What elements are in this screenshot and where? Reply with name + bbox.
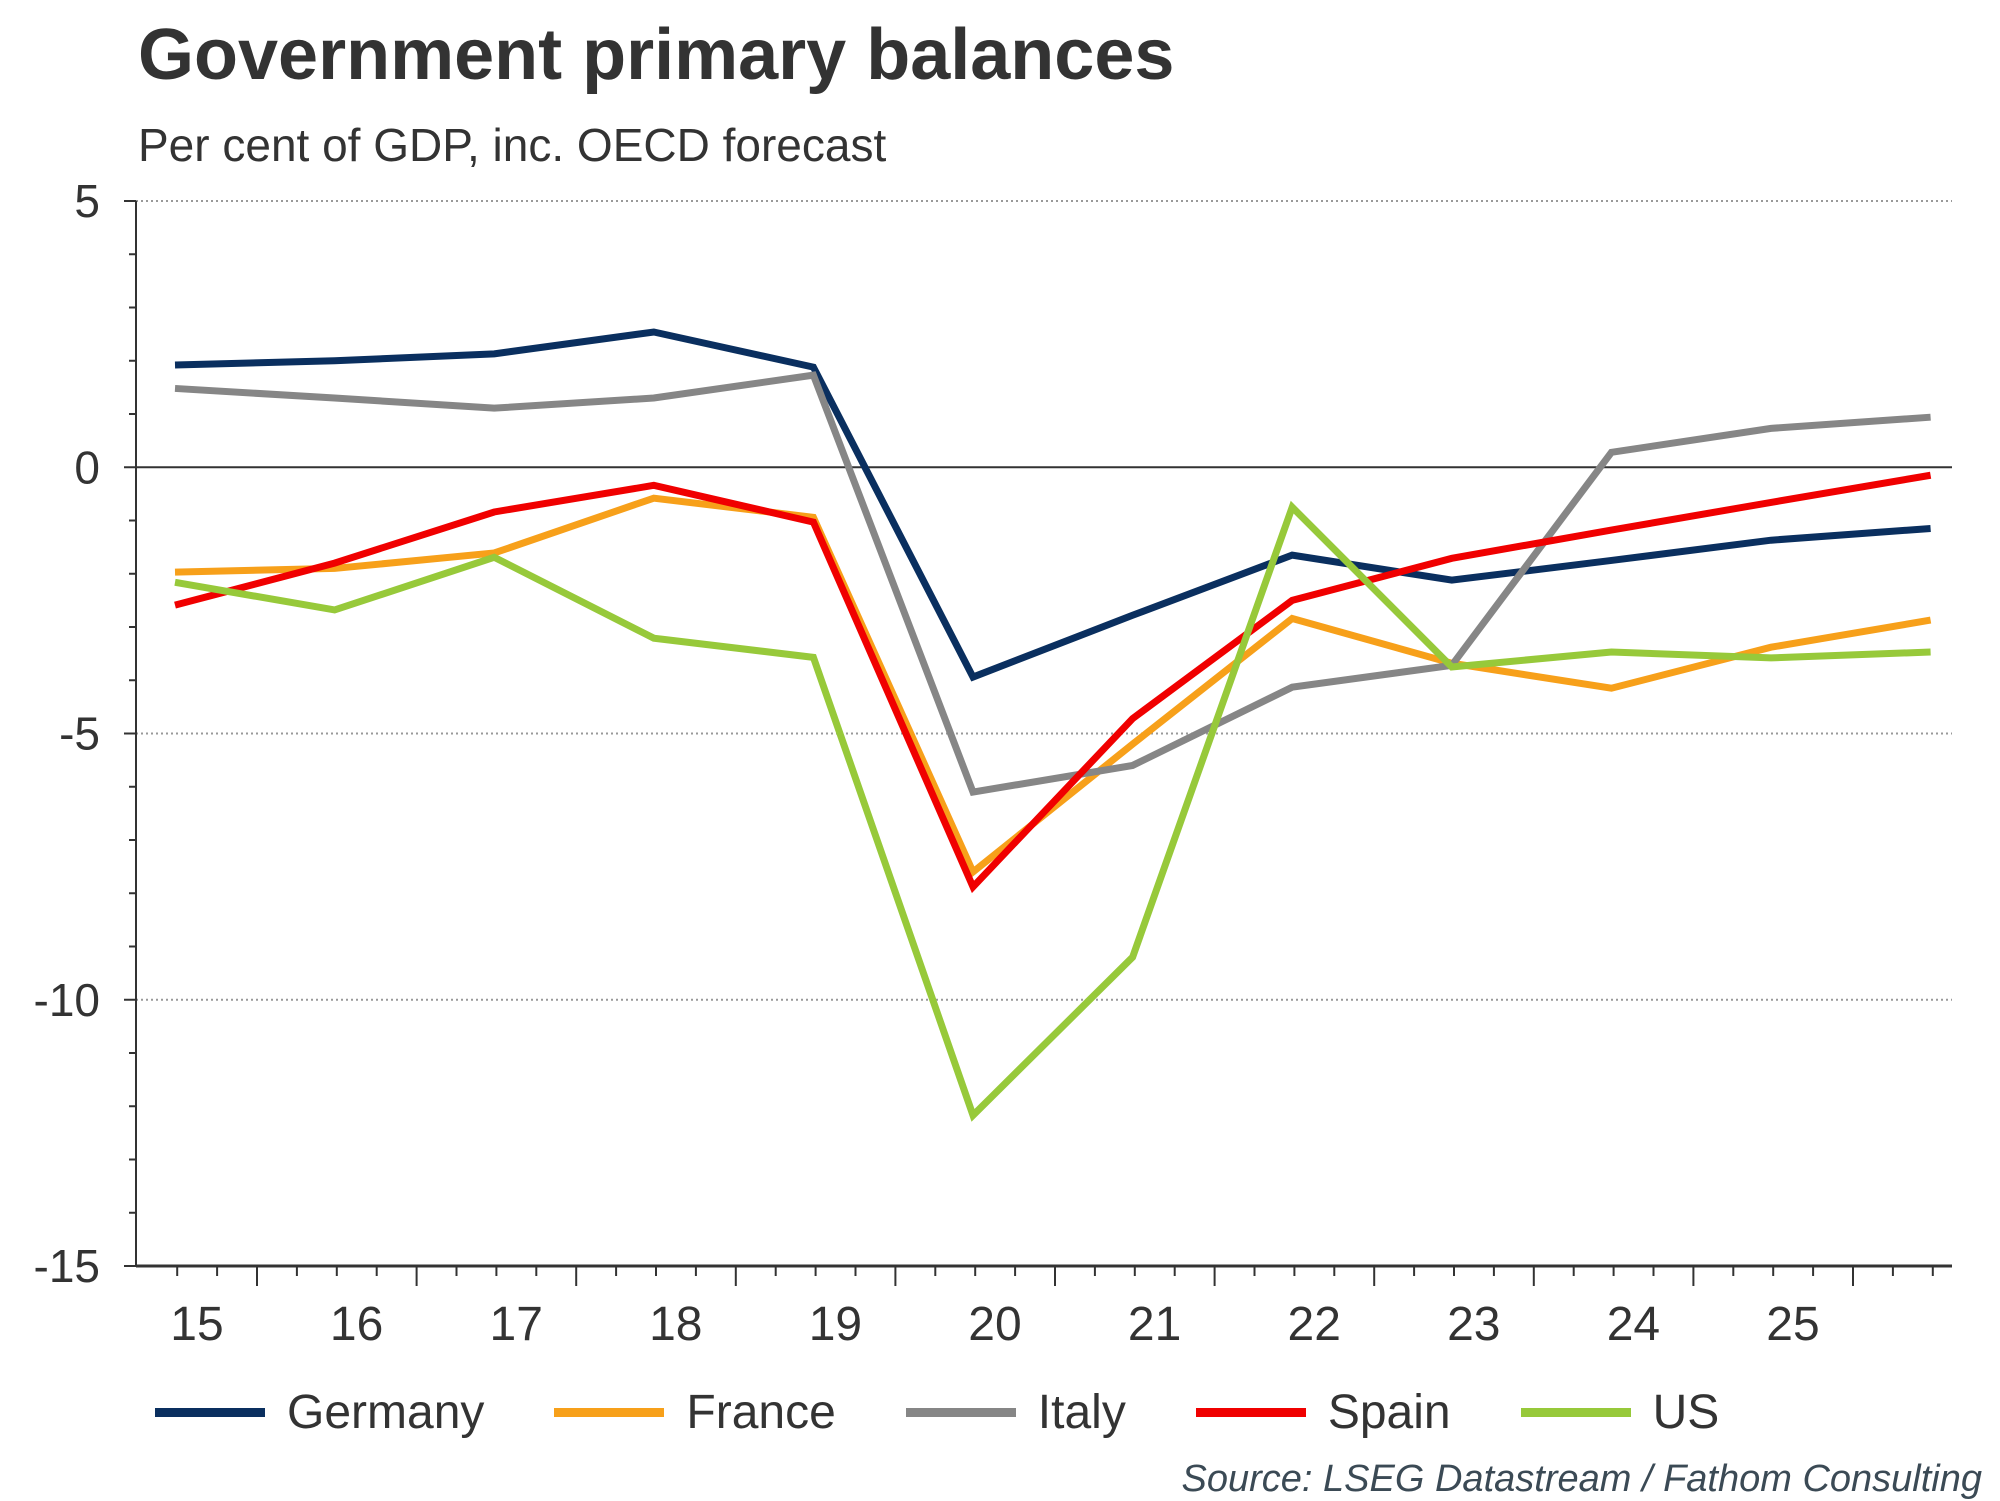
legend-label: Spain [1327,1386,1451,1439]
legend-item-italy: Italy [905,1385,1126,1440]
series-line-germany [174,328,1931,682]
y-tick-label: -5 [59,708,100,760]
series-line-france [174,494,1932,878]
x-tick-label: 20 [968,1298,1021,1351]
source-note: Source: LSEG Datastream / Fathom Consult… [1181,1458,1982,1500]
x-tick-label: 15 [170,1298,223,1351]
legend-label: Italy [1037,1386,1126,1439]
y-tick-label: 5 [74,175,100,227]
series-line-us [174,500,1931,1122]
legend-item-spain: Spain [1195,1385,1451,1440]
x-tick-label: 19 [809,1298,862,1351]
legend-swatch [1520,1408,1631,1417]
x-tick-label: 21 [1128,1298,1181,1351]
legend-label: France [686,1386,836,1439]
x-tick-label: 24 [1607,1298,1660,1351]
y-tick-label: -15 [34,1240,100,1292]
x-tick-label: 25 [1766,1298,1819,1351]
x-tick-label: 17 [490,1298,543,1351]
legend-swatch [155,1408,265,1417]
x-tick-label: 16 [330,1298,383,1351]
y-tick-label: 0 [74,441,100,493]
legend-item-france: France [554,1385,836,1440]
legend-swatch [554,1408,665,1417]
series-line-spain [174,471,1932,894]
x-tick-label: 23 [1447,1298,1500,1351]
legend-item-germany: Germany [155,1385,484,1440]
x-tick-label: 18 [649,1298,702,1351]
legend-swatch [905,1408,1016,1417]
series-line-italy [174,371,1931,796]
legend-label: US [1652,1386,1720,1439]
legend: Germany France Italy Spain US [155,1385,1789,1440]
legend-label: Germany [287,1386,485,1439]
y-tick-label: -10 [34,974,100,1026]
legend-swatch [1195,1408,1306,1417]
x-tick-label: 22 [1288,1298,1341,1351]
chart-title: Government primary balances [138,15,1175,95]
chart-subtitle: Per cent of GDP, inc. OECD forecast [138,119,887,171]
legend-item-us: US [1520,1385,1720,1440]
